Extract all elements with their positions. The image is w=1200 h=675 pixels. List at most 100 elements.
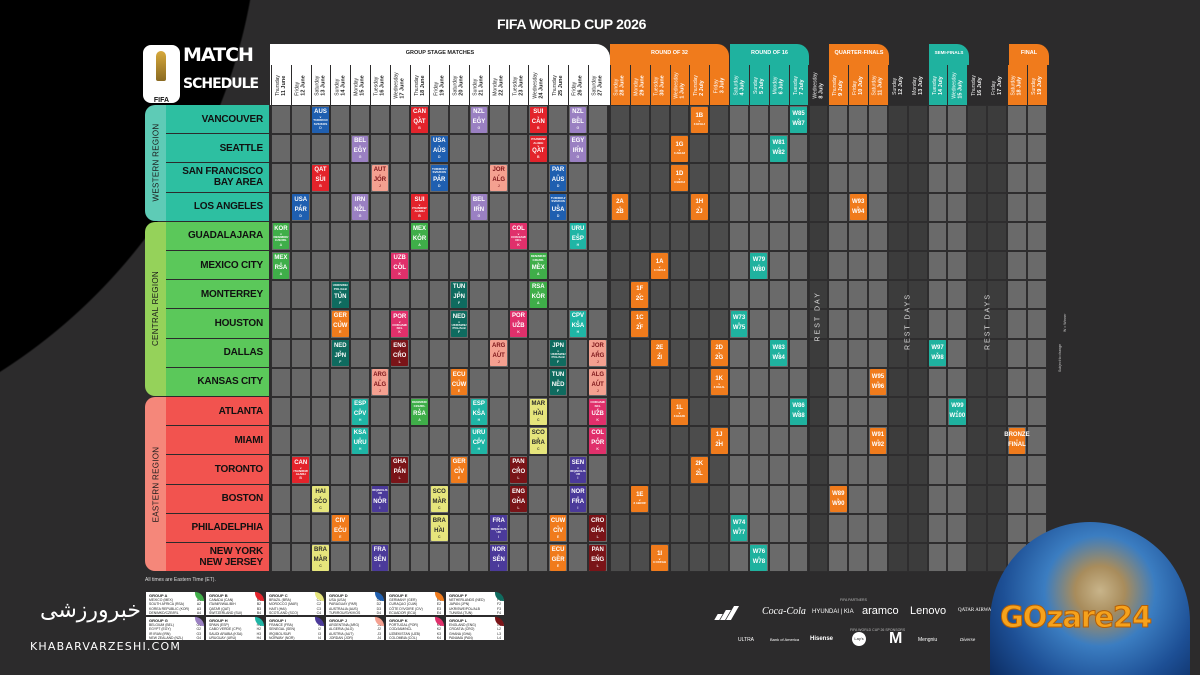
match-card[interactable]: W81 v W82 bbox=[770, 135, 788, 162]
match-card[interactable]: NZL v EGY G bbox=[470, 106, 488, 133]
match-card[interactable]: FRA v SEN I bbox=[371, 544, 389, 571]
match-card[interactable]: 2A v 2B bbox=[611, 194, 629, 221]
match-card[interactable]: ALG v AUT J bbox=[589, 369, 607, 396]
match-card[interactable]: 1D v 3 BEFIJ bbox=[671, 164, 688, 192]
match-card[interactable]: AUT v JOR J bbox=[371, 164, 389, 192]
match-card[interactable]: SUI v CAN B bbox=[529, 106, 547, 133]
match-card[interactable]: TUN v NED F bbox=[549, 369, 567, 396]
match-card[interactable]: FRA v IRQ/BOL/SUR I bbox=[490, 515, 508, 542]
match-card[interactable]: JPN v UKR/SWE/POL/ALB F bbox=[549, 340, 567, 367]
match-card[interactable]: W85 v W87 bbox=[790, 106, 807, 133]
match-card[interactable]: PAN v CRO L bbox=[510, 456, 527, 484]
match-card[interactable]: UKR/SWE/POL/ALB v TUN F bbox=[331, 281, 349, 308]
match-card[interactable]: ARG v AUT J bbox=[490, 340, 508, 367]
match-card[interactable]: IRQ/BOL/SUR v NOR I bbox=[371, 486, 389, 513]
match-card[interactable]: W83 v W84 bbox=[770, 340, 788, 367]
match-card[interactable]: PAN v ENG L bbox=[589, 544, 607, 571]
match-card[interactable]: USA v PAR D bbox=[292, 194, 310, 221]
match-card[interactable]: UZB v COL K bbox=[391, 252, 409, 279]
match-card[interactable]: KOR v DEN/MKD/CZE/IRL A bbox=[272, 223, 290, 250]
match-card[interactable]: MAR v HAI C bbox=[529, 398, 547, 425]
match-card[interactable]: SEN v IRQ/BOL/SUR I bbox=[569, 456, 587, 484]
match-card[interactable]: W91 v W92 bbox=[869, 427, 887, 454]
match-card[interactable]: ESP v KSA H bbox=[470, 398, 488, 425]
match-card[interactable]: JOR v ALG J bbox=[490, 164, 508, 192]
match-card[interactable]: URU v ESP H bbox=[569, 223, 587, 250]
match-card[interactable]: NED v JPN F bbox=[331, 340, 349, 367]
match-card[interactable]: 2K v 2L bbox=[690, 456, 708, 484]
match-card[interactable]: GER v CIV E bbox=[450, 456, 468, 484]
match-card[interactable]: POR v COD/JAM/NCL K bbox=[391, 310, 409, 338]
match-card[interactable]: CUW v CIV E bbox=[549, 515, 567, 542]
match-card[interactable]: W79 v W80 bbox=[750, 252, 768, 279]
match-card[interactable]: BEL v EGY G bbox=[351, 135, 369, 162]
match-card[interactable]: MEX v RSA A bbox=[272, 252, 290, 279]
match-card[interactable]: DEN/MKD/CZE/IRL v RSA A bbox=[411, 398, 428, 425]
match-card[interactable]: 1H v 2J bbox=[690, 194, 708, 221]
match-card[interactable]: ESP v CPV H bbox=[351, 398, 369, 425]
match-card[interactable]: W89 v W90 bbox=[829, 486, 847, 513]
match-card[interactable]: ARG v ALG J bbox=[371, 369, 389, 396]
match-card[interactable]: NZL v BEL G bbox=[569, 106, 587, 133]
match-card[interactable]: BRONZE v FINAL bbox=[1004, 427, 1030, 454]
match-card[interactable]: ENG v CRO L bbox=[391, 340, 409, 367]
match-card[interactable]: CIV v ECU E bbox=[331, 515, 349, 542]
match-card[interactable]: 1A v 3 CEFHI bbox=[651, 252, 669, 279]
match-card[interactable]: CRO v GHA L bbox=[589, 515, 607, 542]
match-card[interactable]: URU v CPV H bbox=[470, 427, 488, 454]
match-card[interactable]: HAI v SCO C bbox=[312, 486, 329, 513]
match-card[interactable]: POR v UZB K bbox=[510, 310, 527, 338]
match-card[interactable]: USA v AUS D bbox=[430, 135, 448, 162]
match-card[interactable]: 1K v 3 DEIJL bbox=[710, 369, 728, 396]
match-card[interactable]: 1C v 2F bbox=[631, 310, 649, 338]
match-card[interactable]: KSA v URU H bbox=[351, 427, 369, 454]
match-card[interactable]: W95 v W96 bbox=[869, 369, 887, 396]
match-card[interactable]: IRN v NZL G bbox=[351, 194, 369, 221]
match-card[interactable]: 1I v 3 CDFGH bbox=[651, 544, 669, 571]
match-card[interactable]: RSA v KOR A bbox=[529, 281, 547, 308]
match-card[interactable]: GER v CUW E bbox=[331, 310, 349, 338]
match-card[interactable]: BRA v HAI C bbox=[430, 515, 448, 542]
match-card[interactable]: ENG v GHA L bbox=[510, 486, 527, 513]
match-card[interactable]: 1G v 3 AEHIJ bbox=[671, 135, 688, 162]
match-card[interactable]: NED v UKR/SWE/POL/ALB F bbox=[450, 310, 468, 338]
match-card[interactable]: 1J v 2H bbox=[710, 427, 728, 454]
match-card[interactable]: CPV v KSA H bbox=[569, 310, 587, 338]
match-card[interactable]: TUR/ROU/SVK/KOS v USA D bbox=[549, 194, 567, 221]
match-card[interactable]: W76 v W78 bbox=[750, 544, 768, 571]
match-card[interactable]: W73 v W75 bbox=[730, 310, 748, 338]
match-card[interactable]: 2D v 2G bbox=[710, 340, 728, 367]
match-card[interactable]: W86 v W88 bbox=[790, 398, 807, 425]
match-card[interactable]: GHA v PAN L bbox=[391, 456, 409, 484]
match-card[interactable]: MEX v KOR A bbox=[411, 223, 428, 250]
match-card[interactable]: W93 v W94 bbox=[849, 194, 867, 221]
match-card[interactable]: ITA/NIR/WAL/BIH v QAT B bbox=[529, 135, 547, 162]
match-card[interactable]: W99 v W100 bbox=[948, 398, 966, 425]
match-card[interactable]: SCO v MAR C bbox=[430, 486, 448, 513]
match-card[interactable]: TUN v JPN F bbox=[450, 281, 468, 308]
match-card[interactable]: JOR v ARG J bbox=[589, 340, 607, 367]
match-card[interactable]: NOR v FRA I bbox=[569, 486, 587, 513]
match-card[interactable]: COD/JAM/NCL v UZB K bbox=[589, 398, 607, 425]
match-card[interactable]: W74 v W77 bbox=[730, 515, 748, 542]
match-card[interactable]: ECU v GER E bbox=[549, 544, 567, 571]
match-card[interactable]: CAN v ITA/NIR/WAL/BIH B bbox=[292, 456, 310, 484]
match-card[interactable]: NOR v SEN I bbox=[490, 544, 508, 571]
match-card[interactable]: SCO v BRA C bbox=[529, 427, 547, 454]
match-card[interactable]: ECU v CUW E bbox=[450, 369, 468, 396]
match-card[interactable]: QAT v SUI B bbox=[312, 164, 329, 192]
match-card[interactable]: PAR v AUS D bbox=[549, 164, 567, 192]
match-card[interactable]: EGY v IRN G bbox=[569, 135, 587, 162]
match-card[interactable]: 1L v 3 EHIJK bbox=[671, 398, 688, 425]
match-card[interactable]: 2E v 2I bbox=[651, 340, 669, 367]
match-card[interactable]: SUI v ITA/NIR/WAL/BIH B bbox=[411, 194, 428, 221]
match-card[interactable]: 1F v 2C bbox=[631, 281, 649, 308]
match-card[interactable]: W97 v W98 bbox=[929, 340, 946, 367]
match-card[interactable]: BEL v IRN G bbox=[470, 194, 488, 221]
match-card[interactable]: 1E v 3 ABCDF bbox=[631, 486, 649, 513]
match-card[interactable]: COL v POR K bbox=[589, 427, 607, 454]
match-card[interactable]: COL v COD/JAM/NCL K bbox=[510, 223, 527, 250]
match-card[interactable]: TUR/ROU/SVK/KOS v PAR D bbox=[430, 164, 448, 192]
match-card[interactable]: AUS v TUR/ROU/SVK/KOS D bbox=[312, 106, 329, 133]
match-card[interactable]: DEN/MKD/CZE/IRL v MEX A bbox=[529, 252, 547, 279]
